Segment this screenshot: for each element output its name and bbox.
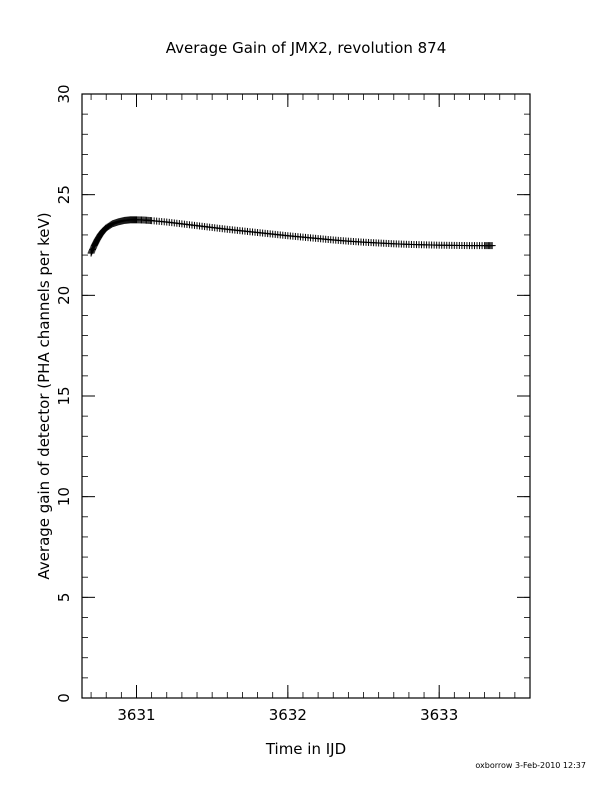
axis-ticks: 3631 3632 3633 0 5 10 15 20 25 30 [55, 84, 531, 724]
y-tick-label: 15 [55, 386, 73, 405]
footer-credit: oxborrow 3-Feb-2010 12:37 [475, 761, 586, 770]
y-tick-label: 0 [55, 693, 73, 703]
y-tick-label: 5 [55, 593, 73, 603]
y-tick-label: 20 [55, 286, 73, 305]
x-tick-label: 3633 [420, 706, 458, 724]
x-tick-label: 3631 [117, 706, 155, 724]
data-points [87, 216, 496, 257]
chart-title: Average Gain of JMX2, revolution 874 [166, 39, 447, 57]
y-axis-label: Average gain of detector (PHA channels p… [35, 212, 53, 579]
y-tick-label: 10 [55, 487, 73, 506]
data-point [488, 242, 496, 250]
y-tick-label: 25 [55, 185, 73, 204]
y-tick-label: 30 [55, 84, 73, 103]
x-axis-label: Time in IJD [265, 740, 346, 758]
x-tick-label: 3632 [269, 706, 307, 724]
plot-frame [81, 93, 531, 699]
